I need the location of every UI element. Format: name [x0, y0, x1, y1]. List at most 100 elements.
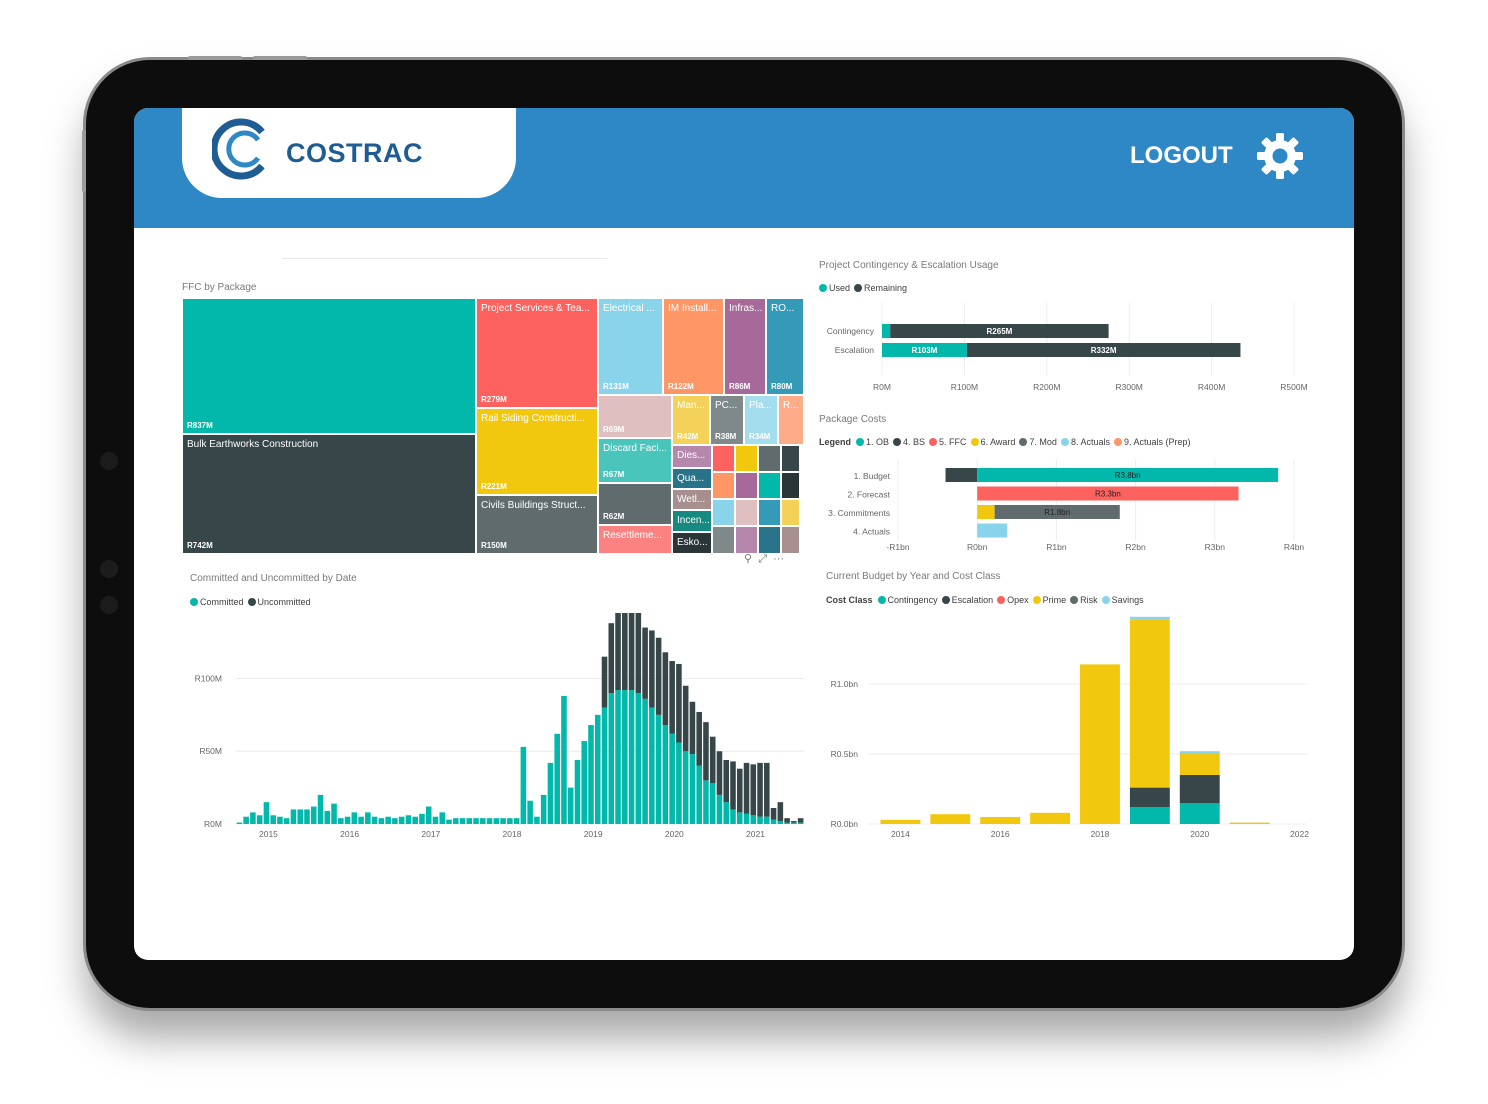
committed-bar[interactable]: [378, 818, 385, 824]
uncommitted-bar[interactable]: [601, 656, 608, 708]
contingency-chart[interactable]: R0M R100M R200M R300M R400M R500M Contingency R…: [814, 303, 1314, 398]
committed-bar[interactable]: [398, 816, 405, 824]
committed-bar[interactable]: [310, 806, 317, 824]
committed-bar[interactable]: [500, 818, 506, 824]
committed-bar[interactable]: [764, 816, 770, 824]
year-bar-segment[interactable]: [1179, 803, 1220, 824]
bar-segment[interactable]: [994, 505, 1120, 519]
uncommitted-bar[interactable]: [716, 751, 723, 795]
legend-item[interactable]: Remaining: [854, 283, 907, 293]
committed-bar[interactable]: [669, 733, 675, 824]
uncommitted-bar[interactable]: [764, 762, 770, 817]
year-bar-segment[interactable]: [1080, 664, 1120, 824]
bar-segment[interactable]: [977, 505, 995, 519]
committed-bar[interactable]: [446, 819, 452, 824]
year-bar-segment[interactable]: [1129, 807, 1170, 824]
legend-item[interactable]: 9. Actuals (Prep): [1113, 437, 1191, 447]
committed-bar[interactable]: [716, 794, 723, 824]
treemap-tile[interactable]: Resettleme...: [598, 525, 672, 554]
committed-bar[interactable]: [452, 818, 459, 824]
treemap-tile[interactable]: [712, 499, 735, 526]
committed-bar[interactable]: [547, 762, 554, 824]
committed-bar[interactable]: [392, 818, 398, 824]
uncommitted-bar[interactable]: [635, 613, 642, 694]
year-bar-segment[interactable]: [980, 817, 1021, 824]
committed-bar[interactable]: [432, 816, 439, 824]
legend-item[interactable]: 8. Actuals: [1060, 437, 1110, 447]
budget-year-chart[interactable]: R0.0bn R0.5bn R1.0bn 2014 2016 2018 2020 2022: [814, 613, 1314, 848]
uncommitted-bar[interactable]: [777, 802, 784, 822]
uncommitted-bar[interactable]: [608, 623, 615, 694]
committed-bar[interactable]: [736, 812, 743, 824]
committed-bar[interactable]: [263, 802, 270, 824]
year-bar-segment[interactable]: [1179, 751, 1220, 754]
committed-bar[interactable]: [682, 751, 689, 824]
committed-bar[interactable]: [574, 759, 581, 824]
uncommitted-bar[interactable]: [791, 821, 797, 823]
uncommitted-bar[interactable]: [784, 818, 790, 823]
treemap-tile[interactable]: Dies...: [672, 445, 712, 468]
pin-icon[interactable]: ⚲: [744, 553, 753, 565]
committed-bar[interactable]: [581, 741, 588, 824]
committed-bar[interactable]: [297, 809, 304, 824]
committed-bar[interactable]: [615, 690, 621, 824]
treemap-tile[interactable]: [735, 526, 758, 554]
bar-segment[interactable]: [977, 486, 1239, 501]
committed-bar[interactable]: [419, 813, 425, 824]
treemap-tile[interactable]: Civils Buildings Struct... R150M: [476, 495, 598, 554]
focus-mode-icon[interactable]: ⤢: [758, 553, 767, 565]
committed-bar[interactable]: [527, 800, 533, 824]
committed-bar[interactable]: [317, 794, 324, 824]
committed-bar[interactable]: [628, 690, 635, 824]
committed-bar[interactable]: [608, 693, 615, 824]
year-bar-segment[interactable]: [930, 814, 971, 824]
treemap-tile[interactable]: [758, 445, 781, 472]
package-costs-chart[interactable]: -R1bn R0bn R1bn R2bn R3bn R4bn 1. Budget 2. For…: [814, 456, 1314, 556]
treemap-tile[interactable]: [758, 499, 781, 526]
year-bar-segment[interactable]: [1179, 775, 1220, 803]
committed-bar[interactable]: [757, 816, 763, 824]
committed-bar[interactable]: [331, 803, 337, 824]
committed-bar[interactable]: [385, 816, 391, 824]
treemap-tile[interactable]: R62M: [598, 483, 672, 525]
committed-bar[interactable]: [642, 698, 648, 824]
committed-bar[interactable]: [784, 822, 790, 824]
uncommitted-bar[interactable]: [649, 630, 655, 708]
uncommitted-bar[interactable]: [622, 613, 628, 691]
legend-item[interactable]: 1. OB: [856, 437, 889, 447]
legend-item[interactable]: Committed: [190, 597, 244, 607]
committed-bar[interactable]: [534, 816, 540, 824]
committed-bar[interactable]: [304, 809, 310, 824]
uncommitted-bar[interactable]: [743, 762, 750, 814]
committed-bar[interactable]: [649, 707, 655, 824]
committed-bar[interactable]: [730, 809, 736, 824]
settings-gear-icon[interactable]: [1256, 132, 1304, 180]
treemap-tile[interactable]: PC... R38M: [710, 395, 744, 445]
treemap-tile[interactable]: [735, 499, 758, 526]
committed-bar[interactable]: [662, 725, 669, 824]
uncommitted-bar[interactable]: [730, 761, 736, 810]
uncommitted-bar[interactable]: [797, 818, 804, 823]
treemap-tile[interactable]: [735, 472, 758, 499]
committed-bar[interactable]: [365, 812, 371, 824]
bar-segment[interactable]: [966, 343, 1241, 357]
legend-item[interactable]: 6. Award: [970, 437, 1015, 447]
committed-bar[interactable]: [622, 690, 628, 824]
committed-bar[interactable]: [236, 822, 243, 824]
committed-bar[interactable]: [554, 733, 560, 824]
treemap-tile[interactable]: [712, 526, 735, 554]
committed-bar[interactable]: [709, 783, 716, 824]
committed-bar[interactable]: [561, 695, 567, 824]
uncommitted-bar[interactable]: [689, 701, 696, 755]
committed-bar[interactable]: [601, 707, 608, 824]
uncommitted-bar[interactable]: [750, 764, 757, 816]
committed-bar[interactable]: [513, 818, 520, 824]
committed-bar[interactable]: [425, 806, 432, 824]
uncommitted-bar[interactable]: [662, 652, 669, 726]
treemap-tile[interactable]: R...: [778, 395, 804, 445]
treemap-tile[interactable]: Electrical ... R131M: [598, 298, 663, 395]
bar-segment[interactable]: [882, 324, 891, 338]
treemap-tile[interactable]: Bulk Earthworks Construction R742M: [182, 434, 476, 554]
treemap-tile[interactable]: [735, 445, 758, 472]
uncommitted-bar[interactable]: [696, 711, 702, 766]
